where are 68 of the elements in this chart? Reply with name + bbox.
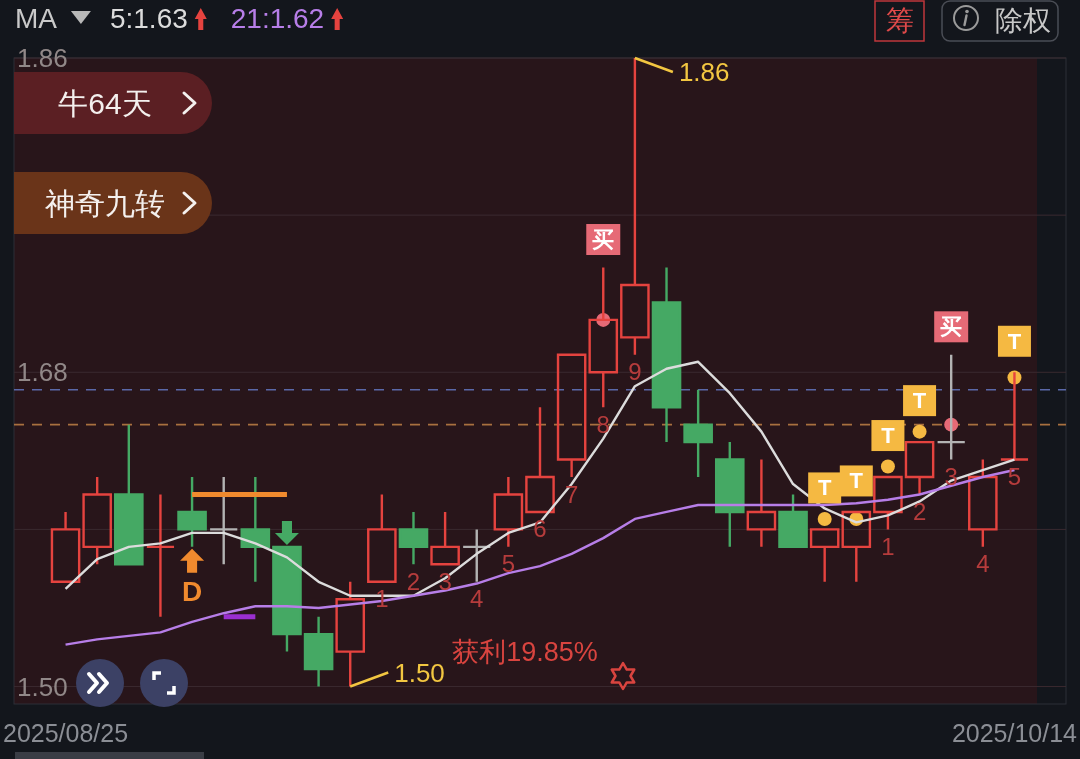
- text: 除权: [995, 4, 1051, 36]
- point: [817, 511, 832, 526]
- candlestick: [936, 353, 966, 461]
- legend-title: MA: [15, 2, 58, 34]
- point: [880, 459, 895, 474]
- candlestick: [398, 510, 429, 566]
- y-tick-label: 1.50: [17, 671, 68, 702]
- annotation: 4: [470, 585, 484, 613]
- x-tick-label: 2025/08/25: [2, 719, 129, 747]
- candlestick: [556, 353, 587, 479]
- text: 筹: [885, 4, 914, 36]
- candlestick: [303, 615, 334, 688]
- y-tick-label: 1.68: [17, 357, 68, 388]
- candlestick: [683, 388, 713, 479]
- annotation: 1: [881, 532, 895, 560]
- annotation: 买: [592, 227, 615, 253]
- candlestick: [904, 440, 935, 496]
- candlestick: [82, 475, 112, 566]
- annotation: 获利19.85%: [452, 637, 598, 667]
- candlestick: [177, 475, 207, 549]
- annotation: 5: [501, 550, 516, 578]
- candlestick: [461, 528, 492, 583]
- candlestick: [208, 475, 239, 566]
- text: 21:1.62: [230, 2, 325, 34]
- candlestick: [809, 528, 840, 583]
- candlestick: [145, 493, 176, 618]
- candlestick: [272, 545, 302, 653]
- annotation: 买: [940, 314, 963, 340]
- annotation: 4: [976, 550, 990, 578]
- y-tick-label: 1.86: [17, 43, 68, 73]
- annotation: T: [849, 468, 864, 494]
- annotation: 1.86: [678, 57, 730, 87]
- candlestick: [525, 405, 555, 514]
- annotation: T: [881, 423, 896, 449]
- candlestick: [651, 266, 682, 444]
- candlestick: [746, 458, 777, 549]
- text: 5:1.63: [109, 2, 188, 34]
- candlestick: [240, 475, 271, 583]
- annotation: 1.50: [394, 657, 445, 688]
- candlestick: [778, 493, 808, 549]
- candlestick: [620, 56, 650, 357]
- annotation: 神奇九转: [45, 186, 165, 220]
- annotation: 牛64天: [58, 86, 152, 120]
- annotation: 7: [564, 480, 579, 508]
- candlestick: [335, 580, 366, 688]
- candlestick: [430, 510, 460, 566]
- annotation: 5: [1007, 463, 1022, 491]
- annotation: 2: [912, 497, 927, 525]
- annotation: T: [912, 388, 927, 414]
- candlestick: [873, 475, 903, 531]
- x-tick-label: 2025/10/14: [951, 719, 1078, 747]
- candlestick: [50, 510, 81, 583]
- annotation: T: [1007, 328, 1022, 354]
- candlestick: [493, 475, 524, 549]
- annotation: 2: [406, 567, 421, 595]
- point: [180, 548, 205, 573]
- candlestick: [114, 423, 144, 566]
- annotation: D: [181, 576, 203, 608]
- candlestick: [588, 266, 619, 409]
- annotation: 6: [533, 515, 547, 543]
- annotation: 9: [628, 358, 642, 386]
- candlestick: [968, 458, 998, 549]
- point: [274, 520, 299, 545]
- candlestick: [714, 440, 745, 549]
- point: [912, 424, 927, 439]
- candlestick: [367, 493, 397, 583]
- annotation: T: [817, 475, 832, 501]
- annotation: 8: [596, 410, 610, 438]
